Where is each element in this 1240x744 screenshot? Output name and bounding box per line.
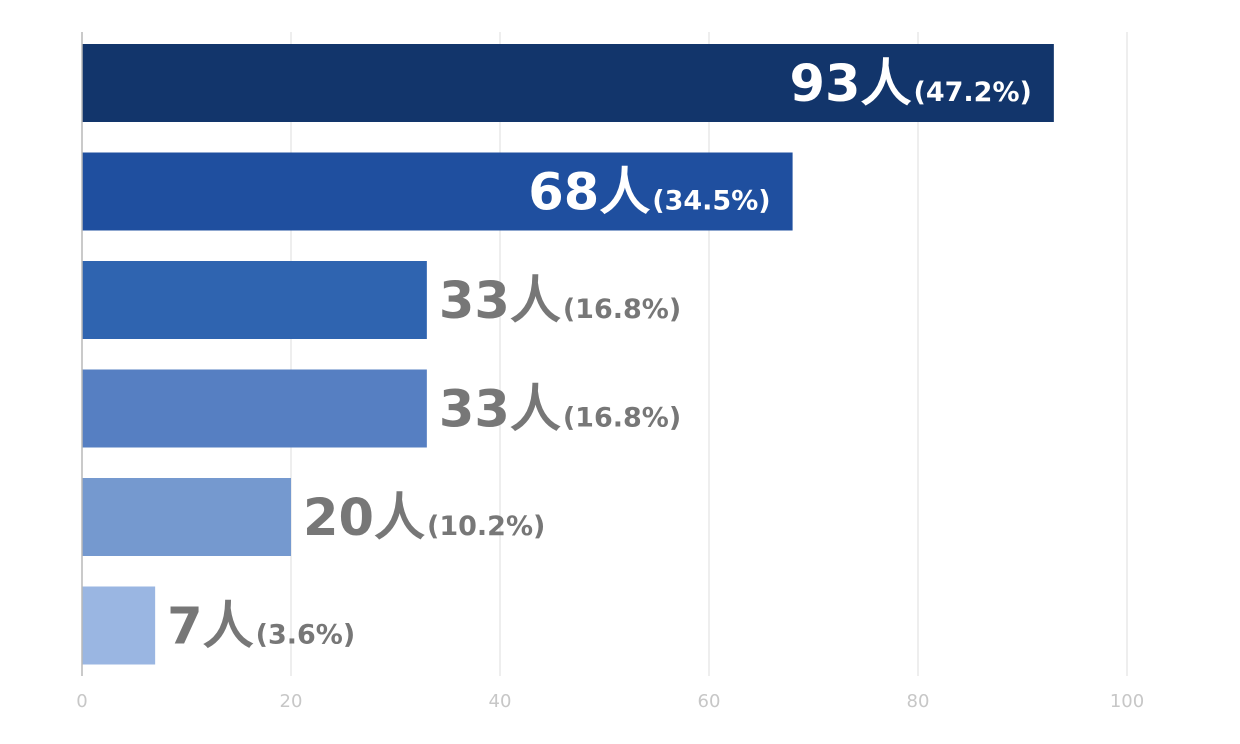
x-tick-label: 100 (1110, 691, 1144, 712)
data-label: 33人(16.8%) (439, 272, 681, 331)
data-label: 7人(3.6%) (167, 598, 355, 657)
data-label: 20人(10.2%) (303, 489, 545, 548)
bar (82, 586, 156, 665)
bar (82, 261, 427, 339)
data-label: 68人(34.5%) (528, 164, 770, 223)
bar (82, 369, 427, 448)
data-label: 93人(47.2%) (790, 55, 1032, 114)
x-tick-label: 20 (280, 691, 303, 712)
bar (82, 478, 291, 556)
grid (290, 32, 1128, 676)
bars (82, 44, 1054, 665)
data-labels: 93人(47.2%) 68人(34.5%) 33人(16.8%) 33人(16.8%)… (167, 55, 1032, 657)
data-label: 33人(16.8%) (439, 381, 681, 440)
x-tick-label: 0 (76, 691, 87, 712)
x-tick-label: 40 (489, 691, 512, 712)
bar (82, 44, 1054, 122)
x-tick-label: 80 (907, 691, 930, 712)
bar (82, 152, 793, 231)
x-axis: 0 20 40 60 80 100 (76, 32, 1144, 712)
x-tick-label: 60 (698, 691, 721, 712)
